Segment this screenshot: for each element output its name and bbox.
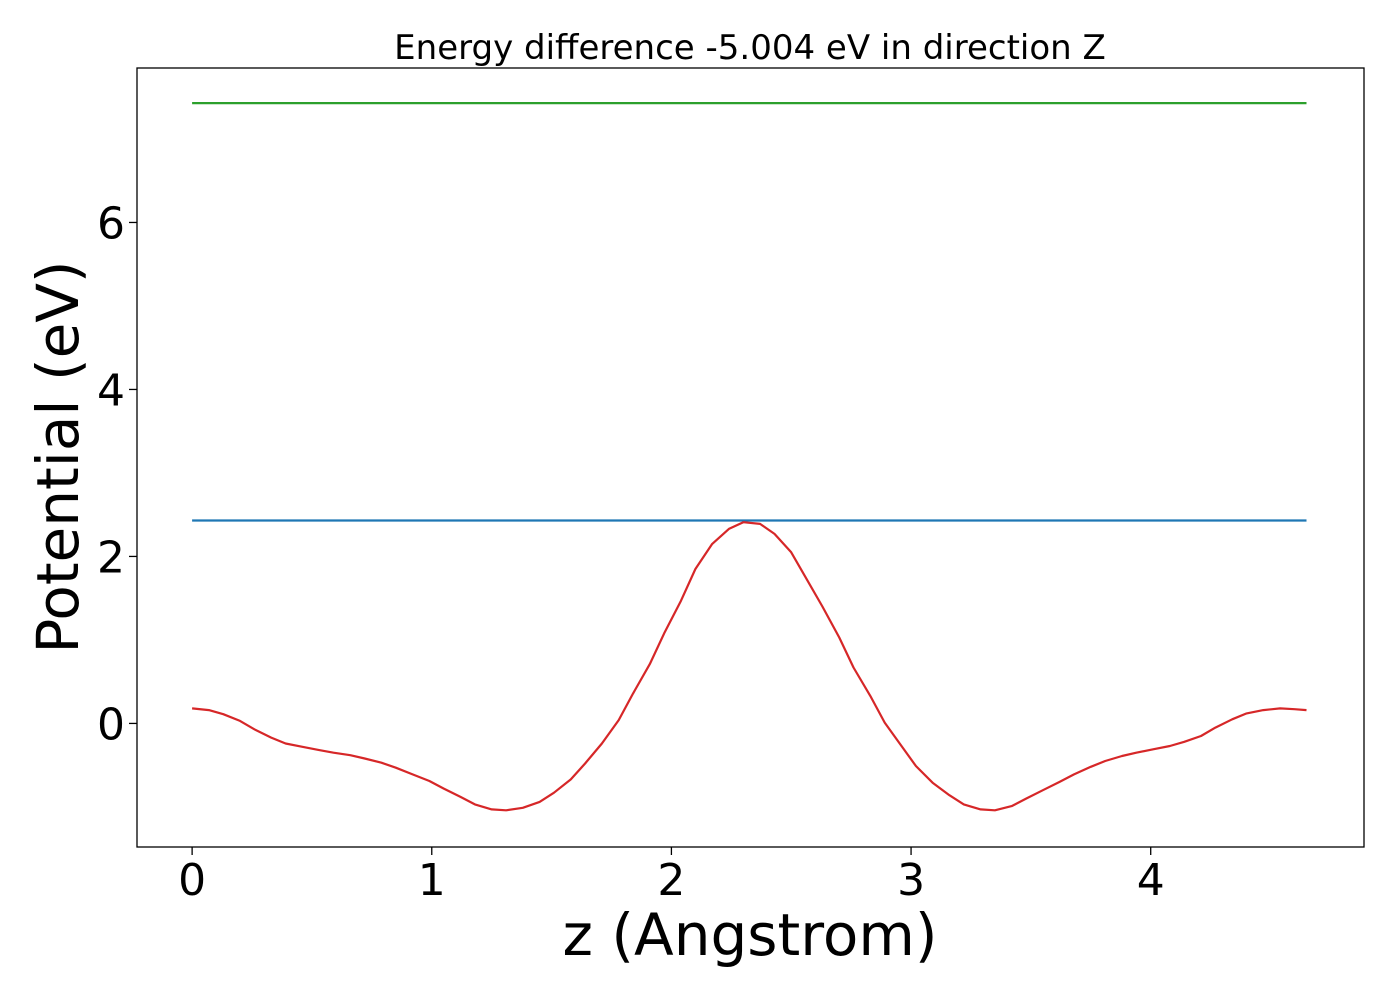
- x-tick-label: 1: [418, 855, 446, 906]
- y-tick-label: 6: [97, 198, 125, 249]
- x-axis-label: z (Angstrom): [563, 901, 938, 969]
- series-layer: [191, 101, 1307, 812]
- x-axis-ticks: 0 1 2 3 4: [178, 847, 1165, 906]
- plot-frame: [136, 67, 1365, 848]
- x-tick-label: 2: [657, 855, 685, 906]
- y-tick-label: 2: [97, 532, 125, 583]
- x-tick-label: 4: [1137, 855, 1165, 906]
- y-axis-label: Potential (eV): [24, 260, 92, 653]
- y-tick-label: 0: [97, 699, 125, 750]
- y-tick-label: 4: [97, 365, 125, 416]
- x-tick-label: 3: [897, 855, 925, 906]
- y-axis-ticks: 0 2 4 6: [97, 198, 137, 750]
- chart-title: Energy difference -5.004 eV in direction…: [394, 28, 1106, 68]
- x-tick-label: 0: [178, 855, 206, 906]
- series-line-2: [191, 521, 1307, 812]
